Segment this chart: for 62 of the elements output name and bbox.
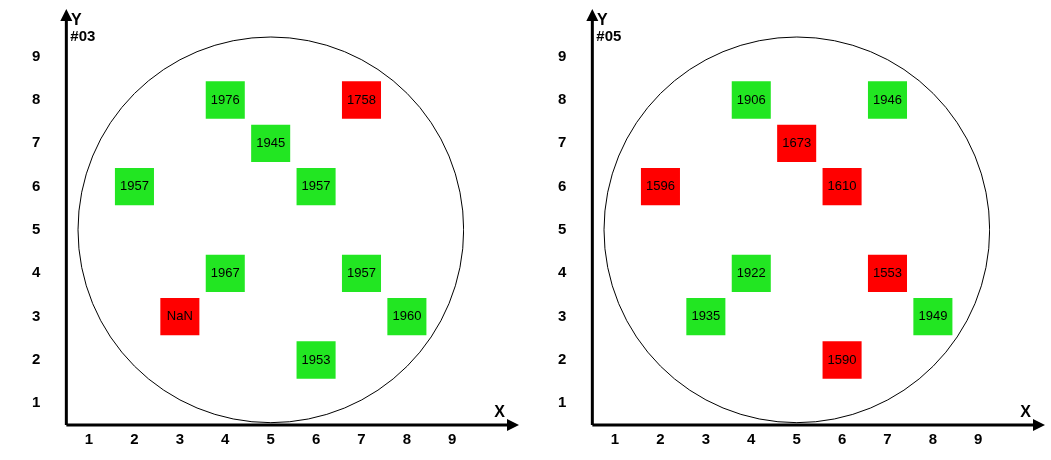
x-tick-label: 2	[656, 430, 665, 448]
text: #05	[596, 26, 622, 44]
y-tick-label: 4	[558, 263, 567, 281]
y-tick-label: 6	[32, 176, 41, 194]
x-axis-title: X	[1020, 403, 1032, 421]
y-tick-label: 2	[558, 350, 567, 368]
x-tick-label: 7	[883, 430, 892, 448]
x-tick-label: 4	[221, 430, 231, 448]
data-label: 1935	[691, 308, 721, 324]
annotation: NaN	[166, 308, 193, 324]
y-tick-label: 1	[32, 393, 41, 411]
x-tick-label: 6	[837, 430, 847, 448]
y-tick-label: 7	[558, 133, 567, 151]
data-label: 1949	[918, 308, 948, 324]
x-tick-label: 7	[357, 430, 366, 448]
data-label: 1596	[645, 178, 675, 194]
x-tick-label: 9	[974, 430, 983, 448]
data-label: 1953	[301, 351, 331, 367]
x-tick-label: 9	[448, 430, 457, 448]
y-tick-label: 5	[32, 220, 41, 238]
data-label: 1967	[210, 264, 240, 280]
data-label: 1610	[827, 178, 857, 194]
y-tick-label: 9	[32, 46, 41, 64]
data-label: 1553	[873, 264, 902, 280]
y-tick-label: 1	[558, 393, 567, 411]
y-axis-title: Y	[71, 11, 83, 29]
x-tick-label: 4	[747, 430, 757, 448]
x-axis-title: X	[494, 403, 506, 421]
x-tick-label: 5	[792, 430, 801, 448]
y-tick-label: 5	[558, 220, 567, 238]
y-tick-label: 7	[32, 133, 41, 151]
x-tick-label: 8	[928, 430, 938, 448]
data-label: 1906	[736, 91, 766, 107]
data-label: 1758	[347, 91, 376, 107]
data-label: 1922	[736, 264, 766, 280]
data-label: 1957	[347, 264, 376, 280]
y-tick-label: 3	[32, 306, 41, 324]
y-tick-label: 9	[558, 46, 567, 64]
x-tick-label: 6	[311, 430, 321, 448]
x-tick-label: 5	[266, 430, 275, 448]
data-label: 1960	[392, 308, 422, 324]
y-tick-label: 8	[558, 90, 567, 108]
x-tick-label: 1	[610, 430, 620, 448]
x-tick-label: 1	[84, 430, 94, 448]
y-tick-label: 8	[32, 90, 41, 108]
y-tick-label: 3	[558, 306, 567, 324]
x-tick-label: 2	[130, 430, 139, 448]
data-label: 1946	[873, 91, 902, 107]
data-label: 1945	[256, 134, 286, 150]
data-label: 1976	[210, 91, 240, 107]
text: #03	[70, 26, 96, 44]
y-tick-label: 2	[32, 350, 41, 368]
y-tick-label: 4	[32, 263, 41, 281]
y-axis-title: Y	[597, 11, 609, 29]
data-label: 1957	[301, 178, 331, 194]
x-tick-label: 3	[175, 430, 185, 448]
x-tick-label: 8	[402, 430, 412, 448]
data-label: 1590	[827, 351, 857, 367]
data-label: 1957	[119, 178, 149, 194]
y-tick-label: 6	[558, 176, 567, 194]
data-label: 1673	[782, 134, 812, 150]
x-tick-label: 3	[701, 430, 711, 448]
